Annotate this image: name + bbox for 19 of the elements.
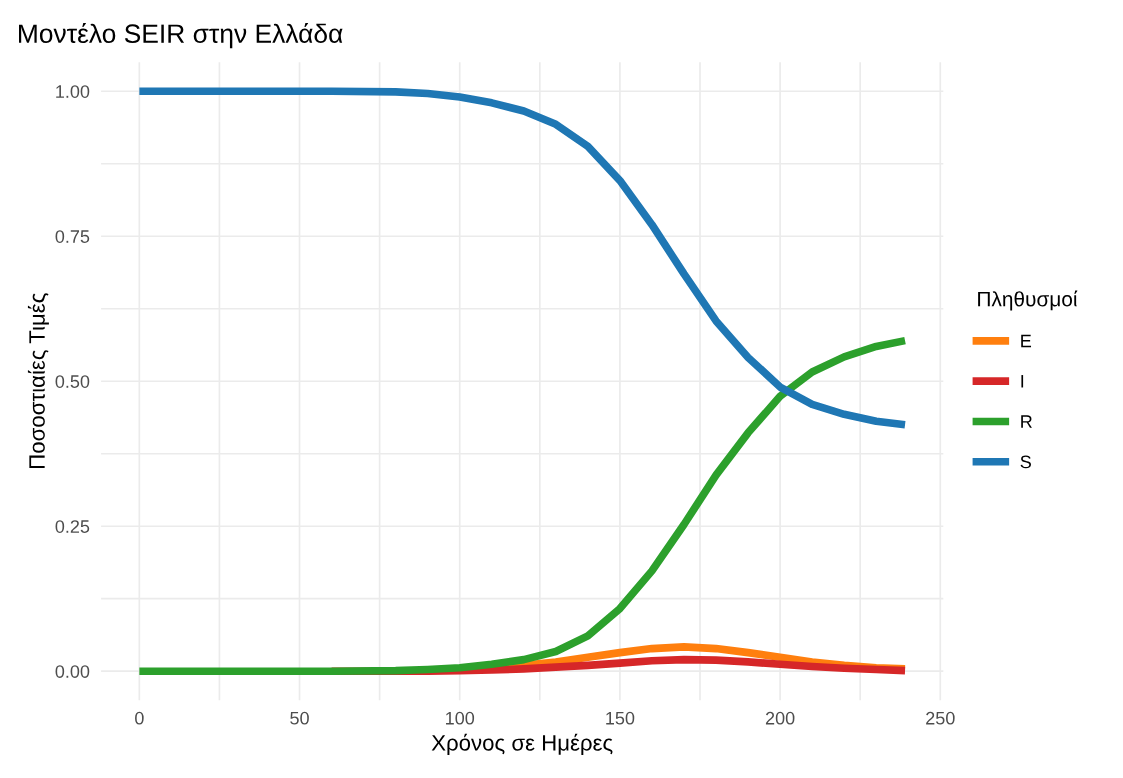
y-tick-label: 0.25 bbox=[55, 520, 90, 533]
y-tick-label: 0.75 bbox=[55, 230, 90, 243]
x-tick-label: 100 bbox=[446, 711, 475, 725]
y-tick-label: 0.50 bbox=[55, 375, 90, 388]
x-axis-title: Χρόνος σε Ημέρες bbox=[431, 733, 613, 756]
legend-label: S bbox=[1020, 455, 1031, 469]
y-tick-label: 0.00 bbox=[55, 665, 90, 678]
chart-title: Μοντέλο SEIR στην Ελλάδα bbox=[19, 22, 343, 49]
y-axis-title: Ποσοστιαίες Τιμές bbox=[27, 293, 49, 468]
legend-label: R bbox=[1021, 415, 1032, 428]
x-tick-label: 200 bbox=[765, 711, 795, 725]
x-tick-label: 250 bbox=[926, 711, 955, 725]
legend-title: Πληθυσμοί bbox=[978, 290, 1078, 311]
legend-label: E bbox=[1021, 334, 1032, 348]
legend-label: I bbox=[1021, 375, 1024, 388]
y-tick-label: 1.00 bbox=[56, 85, 90, 98]
x-tick-label: 0 bbox=[135, 711, 144, 725]
x-tick-label: 50 bbox=[290, 711, 309, 725]
x-tick-label: 150 bbox=[606, 711, 635, 725]
